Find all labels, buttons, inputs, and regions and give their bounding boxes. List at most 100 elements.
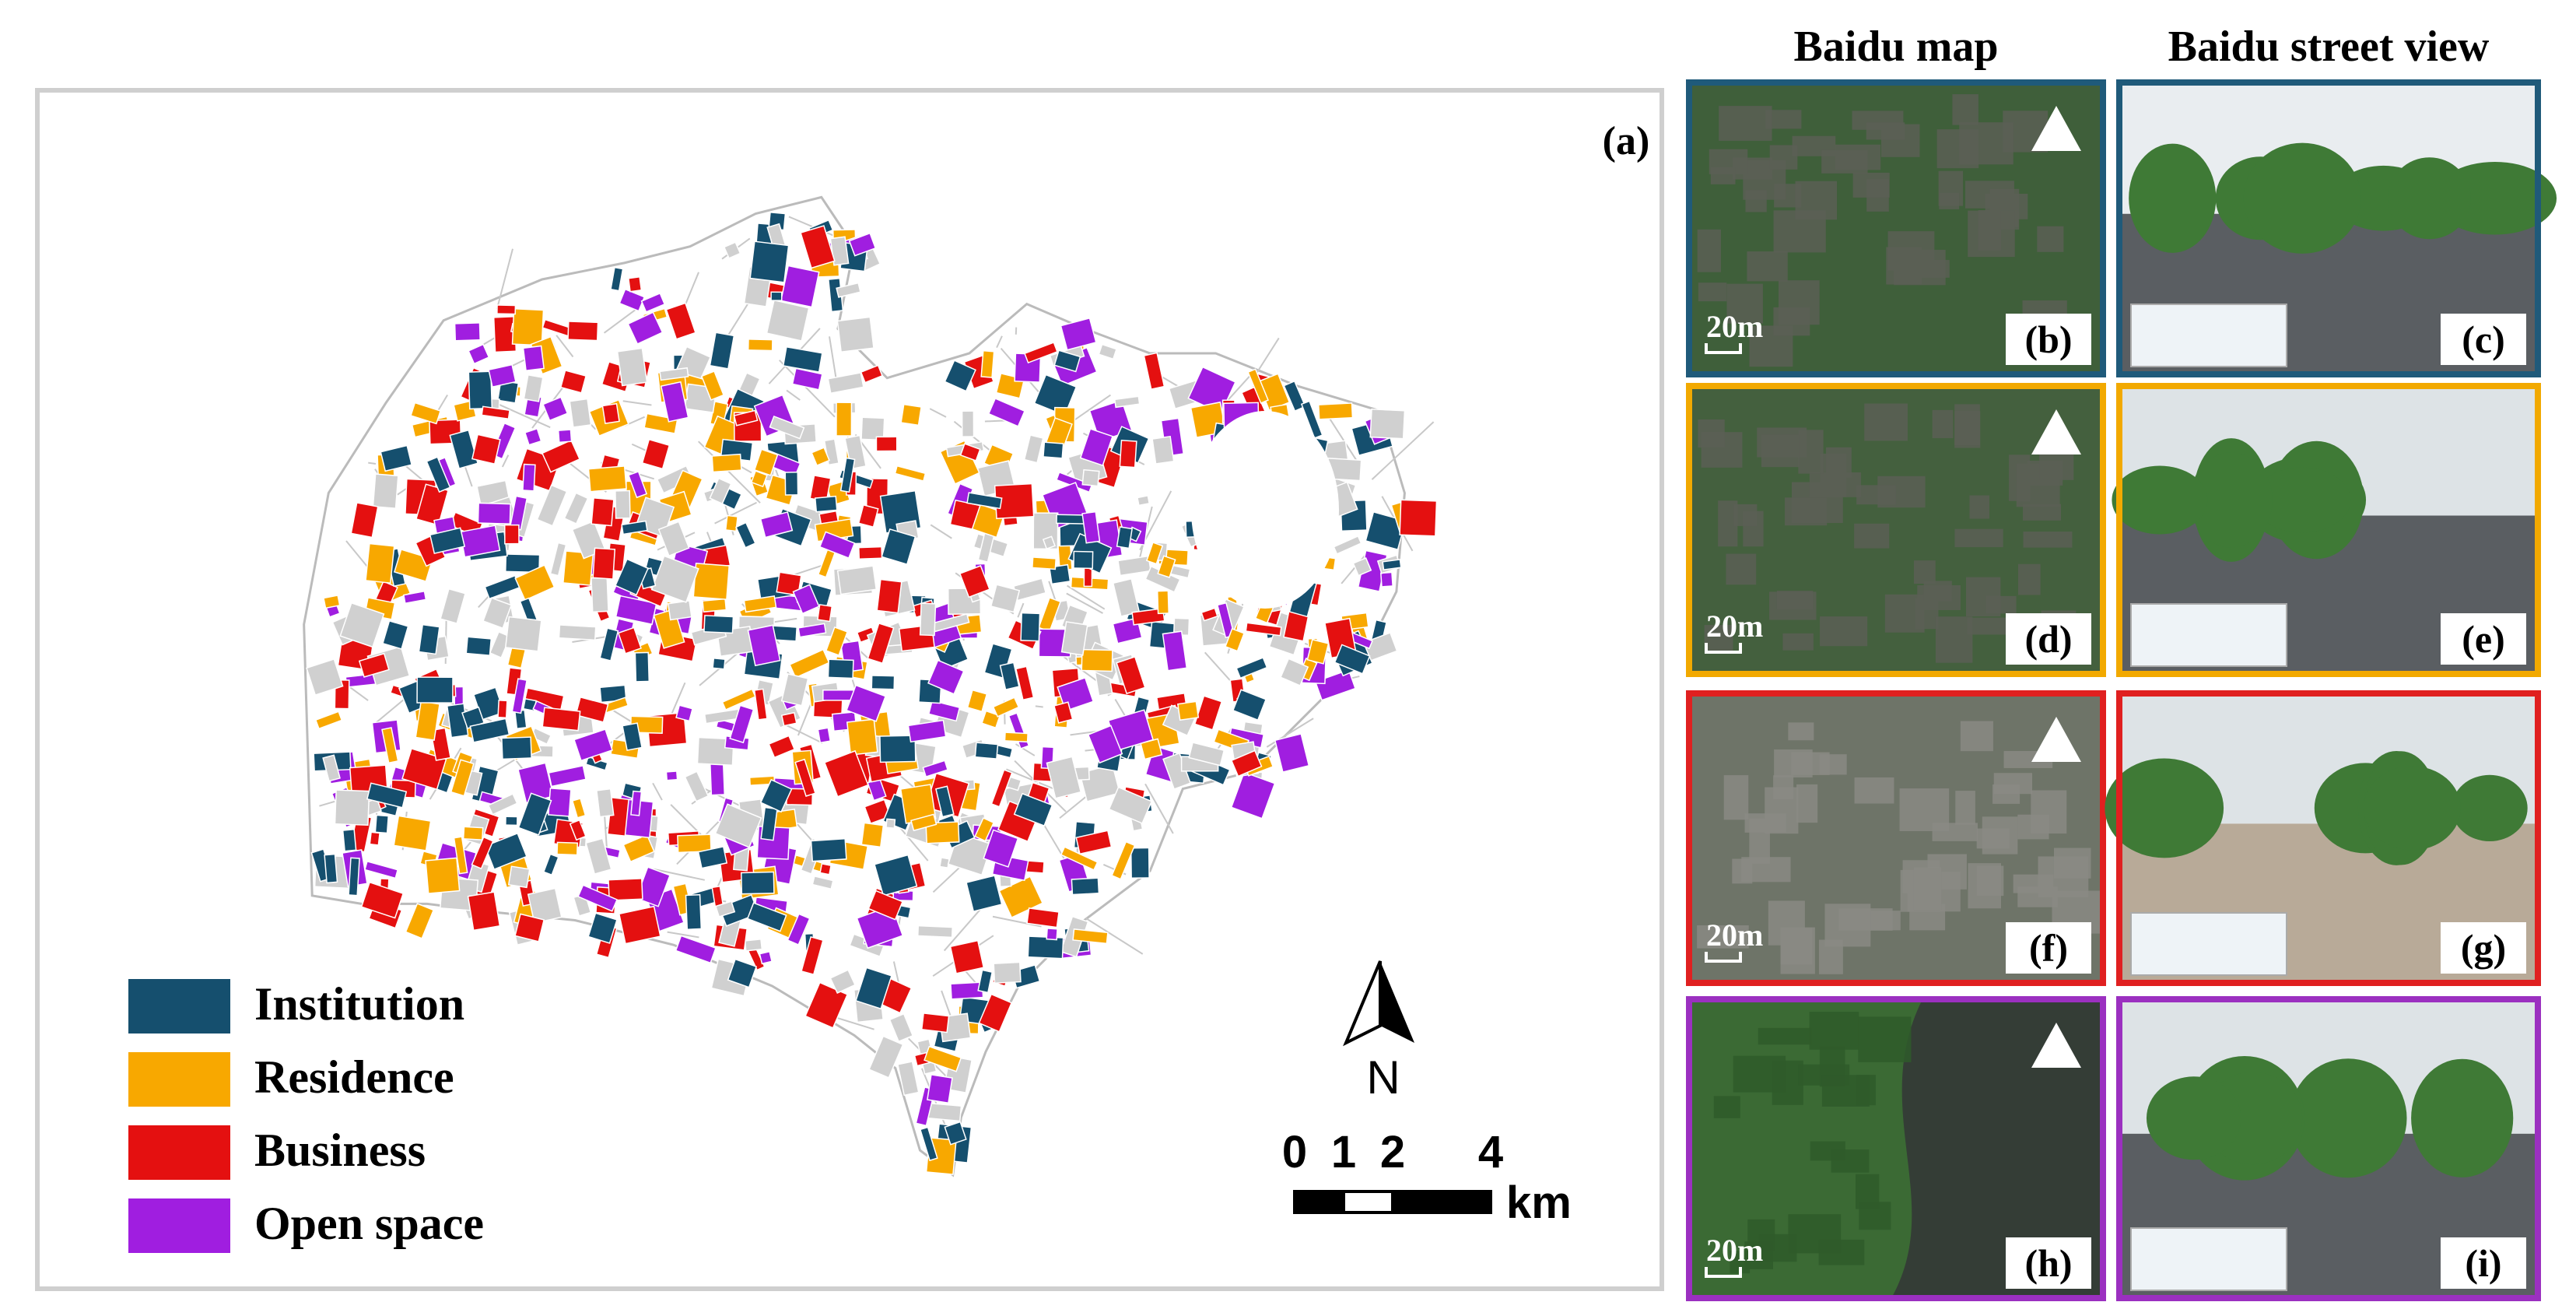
land-parcel <box>983 829 1019 868</box>
land-parcel <box>573 728 613 762</box>
building <box>1704 625 1733 653</box>
building <box>2013 874 2054 893</box>
land-parcel <box>382 619 409 650</box>
street <box>1085 918 1144 955</box>
land-parcel <box>405 903 435 939</box>
scale-unit: km <box>1506 1177 1572 1228</box>
land-parcel <box>322 754 341 782</box>
land-parcel <box>794 758 816 797</box>
land-parcel <box>836 565 878 595</box>
land-parcel <box>542 853 559 876</box>
land-parcel <box>810 837 847 862</box>
land-parcel <box>1352 557 1372 577</box>
building <box>2017 563 2041 595</box>
panel-label: (c) <box>2462 318 2505 361</box>
building <box>1914 560 1936 584</box>
land-parcel <box>1079 428 1113 467</box>
street <box>1066 592 1103 614</box>
scale-tick-label: 4 <box>1478 1127 1503 1177</box>
land-parcel <box>549 542 567 577</box>
panel-border <box>1686 79 2106 377</box>
land-parcel <box>618 905 661 945</box>
tree-canopy <box>1831 1149 1870 1173</box>
label-box <box>2006 1237 2091 1289</box>
land-parcel <box>875 436 898 452</box>
land-parcel <box>601 402 620 424</box>
building <box>1761 434 1800 468</box>
street <box>670 682 686 717</box>
building <box>1936 129 1979 169</box>
label-box <box>2006 613 2091 665</box>
tree-canopy <box>1758 1027 1812 1045</box>
building <box>2023 532 2073 548</box>
building <box>1954 528 2003 548</box>
building <box>1776 591 1814 609</box>
land-parcel <box>715 900 736 918</box>
land-parcel <box>776 571 802 596</box>
land-parcel <box>823 749 869 798</box>
building <box>1710 167 1736 184</box>
building <box>1965 577 2001 617</box>
building <box>1854 523 1890 549</box>
land-parcel <box>1060 621 1088 656</box>
building <box>1795 181 1838 220</box>
land-parcel <box>800 225 836 269</box>
land-parcel <box>497 700 508 719</box>
land-parcel <box>1137 494 1151 507</box>
land-parcel <box>665 302 696 340</box>
land-parcel <box>393 815 432 851</box>
building <box>1697 229 1721 272</box>
land-parcel <box>1230 749 1263 777</box>
street <box>930 524 952 539</box>
land-parcel <box>1314 669 1356 701</box>
land-parcel <box>571 798 587 819</box>
label-box <box>2006 922 2091 974</box>
street <box>1067 584 1106 610</box>
land-parcel <box>1026 907 1060 928</box>
label-box <box>2441 613 2526 665</box>
map-scale-bar <box>1705 1267 1742 1278</box>
building <box>1733 504 1758 526</box>
building <box>1698 283 1727 302</box>
building <box>1719 106 1772 141</box>
land-parcel <box>977 969 994 994</box>
land-parcel <box>557 429 573 444</box>
panel-label: (b) <box>2024 318 2072 361</box>
land-parcel <box>469 718 510 743</box>
land-parcel <box>992 697 1020 718</box>
street <box>501 454 510 468</box>
land-parcel <box>858 546 883 560</box>
legend-label: Residence <box>254 1051 454 1103</box>
land-parcel <box>1188 742 1225 767</box>
land-parcel <box>619 288 646 312</box>
land-parcel <box>514 564 556 602</box>
panel-border <box>1686 996 2106 1301</box>
tree-canopy <box>1809 1012 1859 1050</box>
land-parcel <box>527 887 563 925</box>
land-parcel <box>1060 846 1099 871</box>
land-parcel <box>1013 792 1053 827</box>
legend-swatch <box>128 979 230 1033</box>
land-parcel <box>944 360 976 392</box>
building <box>1773 775 1794 799</box>
land-parcel <box>1075 830 1113 855</box>
land-parcel <box>1113 395 1141 409</box>
land-parcel <box>829 969 856 995</box>
street <box>1017 602 1025 618</box>
building <box>1932 409 1954 439</box>
land-parcel <box>836 282 861 298</box>
panel-label: (g) <box>2461 926 2506 970</box>
land-parcel <box>617 626 642 654</box>
land-parcel <box>342 828 357 852</box>
land-parcel <box>587 465 627 493</box>
land-parcel <box>523 374 544 402</box>
north-arrow-right <box>1380 961 1414 1043</box>
land-parcel <box>575 696 609 723</box>
land-parcel <box>1245 622 1282 637</box>
land-parcel <box>702 598 727 613</box>
land-parcel <box>939 857 950 869</box>
land-parcel <box>916 925 954 939</box>
land-parcel <box>836 316 874 353</box>
land-parcel <box>791 367 823 391</box>
land-parcel <box>659 367 689 381</box>
